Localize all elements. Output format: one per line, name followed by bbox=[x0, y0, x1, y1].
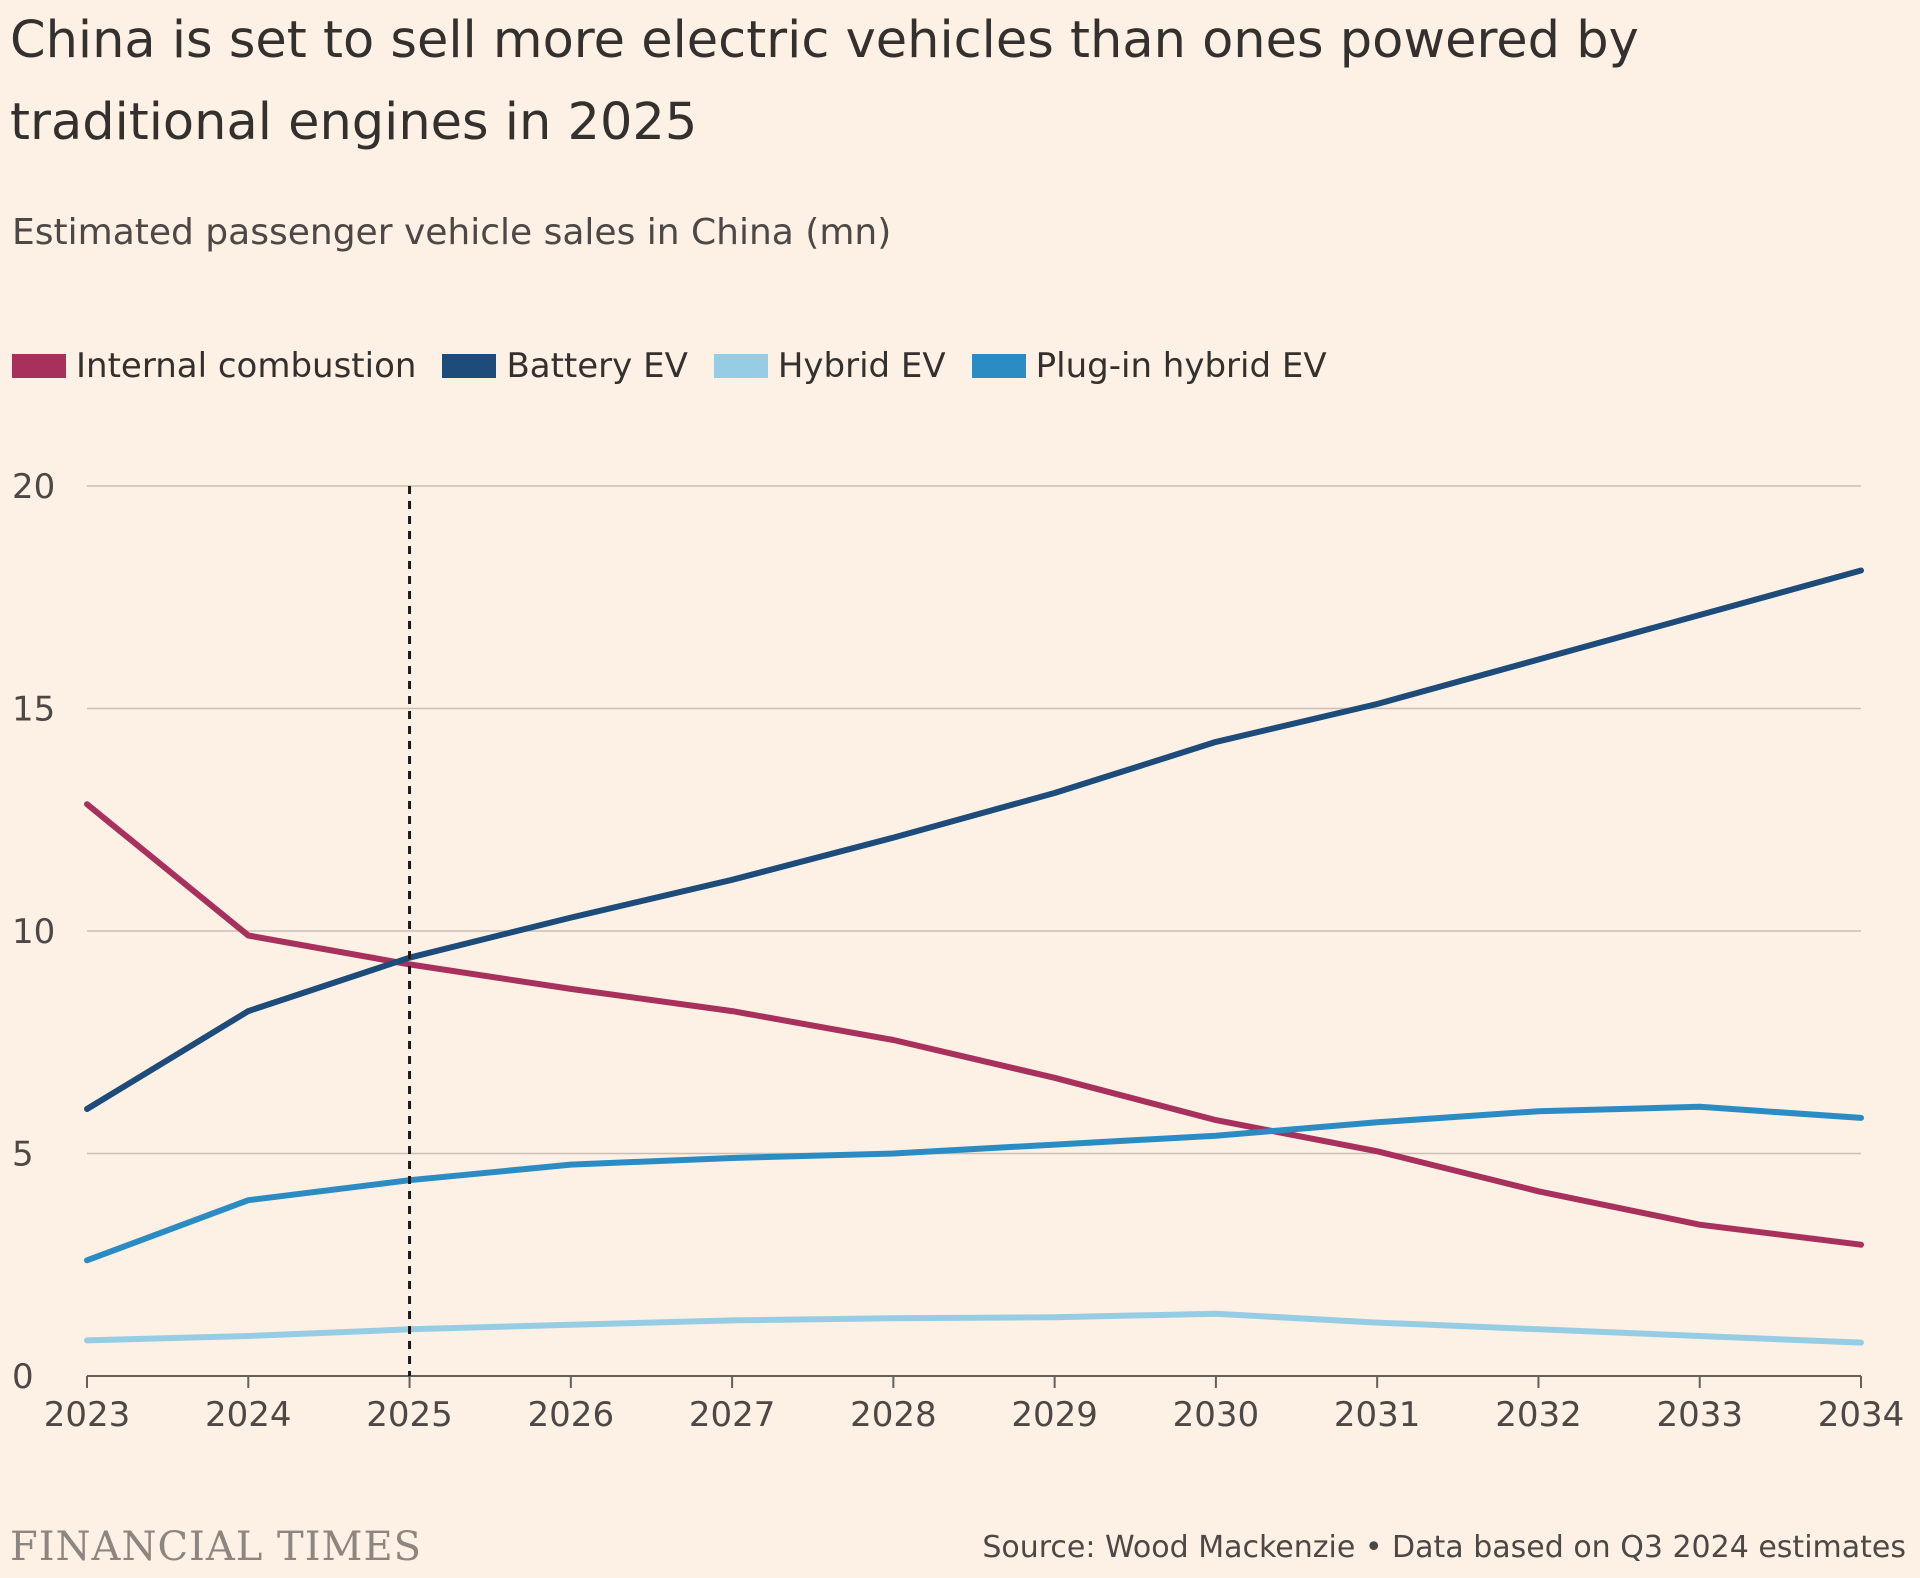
x-tick-label: 2031 bbox=[1334, 1395, 1421, 1435]
series-line-hybrid-ev bbox=[84, 1310, 1864, 1346]
series-line-internal-combustion bbox=[84, 801, 1864, 1248]
series-line-plug-in-hybrid-ev bbox=[84, 1103, 1864, 1264]
x-tick-label: 2025 bbox=[366, 1395, 453, 1435]
x-tick-label: 2027 bbox=[689, 1395, 776, 1435]
legend-swatch bbox=[713, 354, 768, 378]
x-tick-label: 2029 bbox=[1011, 1395, 1098, 1435]
x-tick-label: 2024 bbox=[205, 1395, 292, 1435]
legend-label: Battery EV bbox=[506, 346, 688, 386]
legend-item-plug-in-hybrid-ev: Plug-in hybrid EV bbox=[971, 346, 1327, 386]
y-tick-label: 10 bbox=[12, 912, 55, 952]
x-tick-label: 2032 bbox=[1495, 1395, 1582, 1435]
legend-label: Plug-in hybrid EV bbox=[1035, 346, 1327, 386]
chart-title: China is set to sell more electric vehic… bbox=[10, 11, 1639, 152]
x-tick-label: 2030 bbox=[1173, 1395, 1260, 1435]
legend-swatch bbox=[971, 354, 1026, 378]
ft-logo: FINANCIAL TIMES bbox=[10, 1524, 423, 1570]
chart-subtitle: Estimated passenger vehicle sales in Chi… bbox=[12, 212, 892, 253]
y-tick-label: 20 bbox=[12, 467, 55, 507]
legend-label: Hybrid EV bbox=[777, 346, 946, 386]
legend-item-internal-combustion: Internal combustion bbox=[12, 346, 416, 386]
legend-label: Internal combustion bbox=[76, 346, 417, 386]
x-tick-label: 2026 bbox=[528, 1395, 615, 1435]
legend-swatch bbox=[12, 354, 66, 378]
x-tick-label: 2034 bbox=[1818, 1395, 1905, 1435]
x-tick-label: 2033 bbox=[1656, 1395, 1743, 1435]
source-note: Source: Wood Mackenzie • Data based on Q… bbox=[982, 1530, 1906, 1565]
series-line-battery-ev bbox=[84, 567, 1864, 1112]
y-tick-label: 5 bbox=[12, 1135, 34, 1175]
x-tick-label: 2028 bbox=[850, 1395, 937, 1435]
legend-swatch bbox=[442, 354, 497, 378]
legend-item-hybrid-ev: Hybrid EV bbox=[713, 346, 946, 386]
y-tick-label: 15 bbox=[12, 690, 55, 730]
legend: Internal combustion Battery EV Hybrid EV… bbox=[12, 346, 1327, 386]
y-tick-label: 0 bbox=[12, 1357, 34, 1397]
legend-item-battery-ev: Battery EV bbox=[442, 346, 688, 386]
x-tick-label: 2023 bbox=[44, 1395, 131, 1435]
